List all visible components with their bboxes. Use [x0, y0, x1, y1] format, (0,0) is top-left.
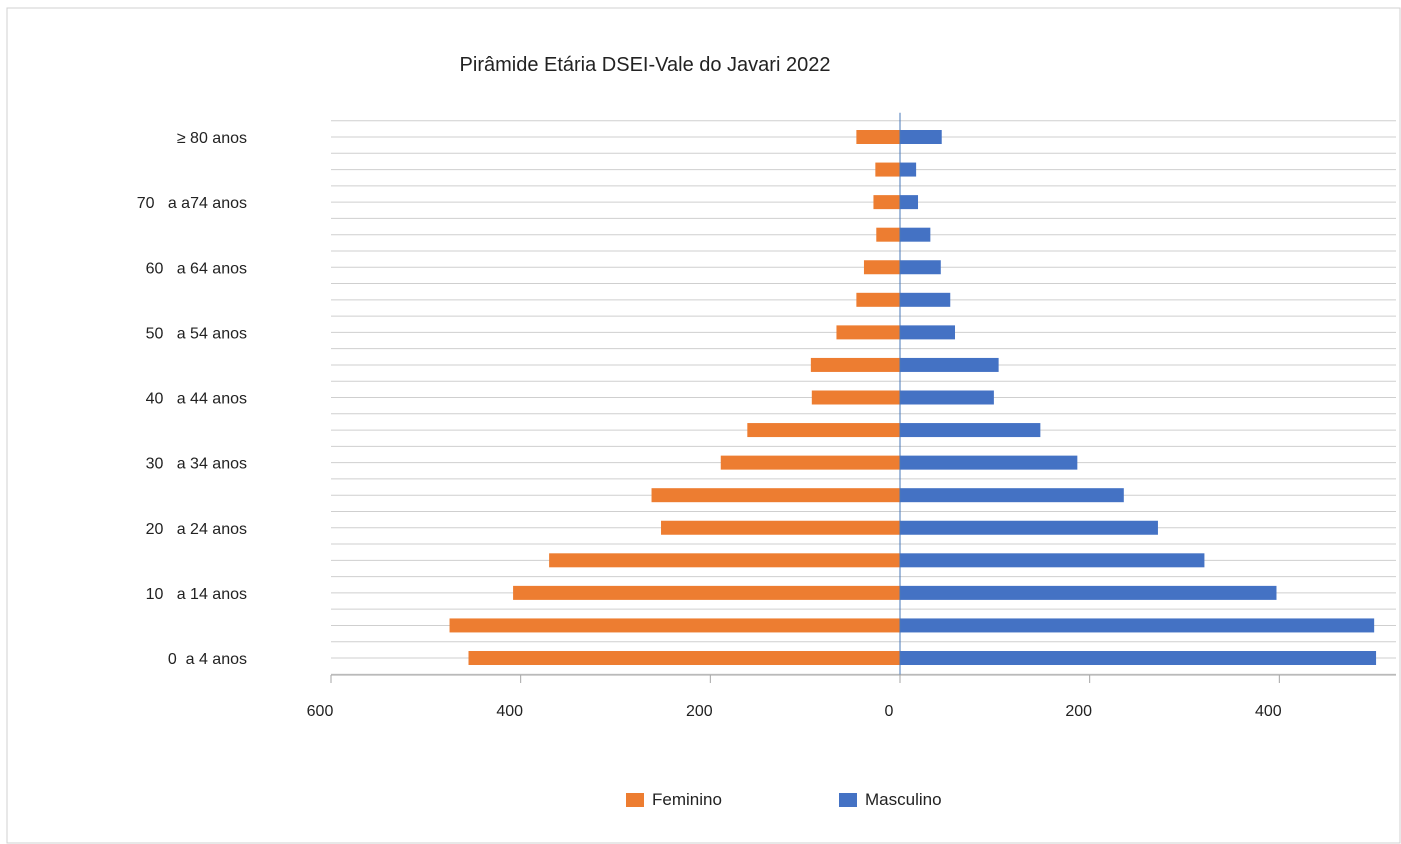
- bar-feminino: [811, 390, 900, 405]
- bar-masculino: [900, 553, 1205, 568]
- bar-feminino: [836, 325, 900, 340]
- bar-masculino: [900, 455, 1078, 470]
- y-category-label: 30 a 34 anos: [146, 456, 247, 473]
- bar-masculino: [900, 357, 999, 372]
- bar-masculino: [900, 423, 1041, 438]
- bar-feminino: [863, 260, 900, 275]
- bar-feminino: [856, 130, 900, 144]
- y-category-label: 60 a 64 anos: [146, 260, 247, 277]
- legend: Feminino Masculino: [626, 790, 942, 809]
- x-tick-label: 200: [1065, 703, 1092, 720]
- x-tick-label: 400: [1255, 703, 1282, 720]
- bar-feminino: [661, 520, 900, 535]
- x-tick-label: 600: [307, 703, 334, 720]
- bar-feminino: [651, 488, 900, 503]
- y-axis-labels: 0 a 4 anos 10 a 14 anos 20 a 24 anos 30 a 3…: [137, 130, 247, 668]
- bar-feminino: [720, 455, 900, 470]
- bar-feminino: [747, 423, 900, 438]
- bar-feminino: [876, 227, 900, 242]
- bar-masculino: [900, 585, 1277, 600]
- y-category-label: ≥ 80 anos: [177, 130, 247, 147]
- bar-feminino: [810, 357, 900, 372]
- bar-masculino: [900, 227, 931, 242]
- chart-border: [6, 7, 1401, 844]
- legend-label-masculino: Masculino: [865, 790, 942, 809]
- x-tick-label: 400: [496, 703, 523, 720]
- bar-feminino: [468, 651, 900, 665]
- bar-masculino: [900, 618, 1375, 633]
- bars: [449, 130, 1377, 665]
- axes: [330, 112, 1396, 683]
- bar-masculino: [900, 390, 994, 405]
- chart-title: Pirâmide Etária DSEI-Vale do Javari 2022: [460, 54, 831, 76]
- bar-masculino: [900, 195, 919, 210]
- bar-masculino: [900, 488, 1124, 503]
- y-category-label: 70 a a74 anos: [137, 195, 247, 212]
- bar-masculino: [900, 130, 942, 144]
- y-category-label: 0 a 4 anos: [168, 651, 247, 668]
- x-tick-label: 0: [885, 703, 894, 720]
- legend-label-feminino: Feminino: [652, 790, 722, 809]
- bar-feminino: [873, 195, 900, 210]
- y-category-label: 20 a 24 anos: [146, 521, 247, 538]
- bar-masculino: [900, 292, 951, 307]
- x-axis-tick-labels: 600 400 200 0 200 400: [307, 703, 1282, 720]
- legend-swatch-masculino: [839, 793, 857, 807]
- y-category-label: 50 a 54 anos: [146, 325, 247, 342]
- bar-masculino: [900, 162, 917, 177]
- y-category-label: 40 a 44 anos: [146, 391, 247, 408]
- bar-masculino: [900, 325, 956, 340]
- legend-swatch-feminino: [626, 793, 644, 807]
- bar-feminino: [513, 585, 900, 600]
- bar-feminino: [449, 618, 900, 633]
- bar-masculino: [900, 520, 1158, 535]
- x-tick-label: 200: [686, 703, 713, 720]
- bar-feminino: [549, 553, 900, 568]
- bar-feminino: [856, 292, 900, 307]
- bar-masculino: [900, 651, 1377, 665]
- bar-masculino: [900, 260, 941, 275]
- bar-feminino: [875, 162, 900, 177]
- y-category-label: 10 a 14 anos: [146, 586, 247, 603]
